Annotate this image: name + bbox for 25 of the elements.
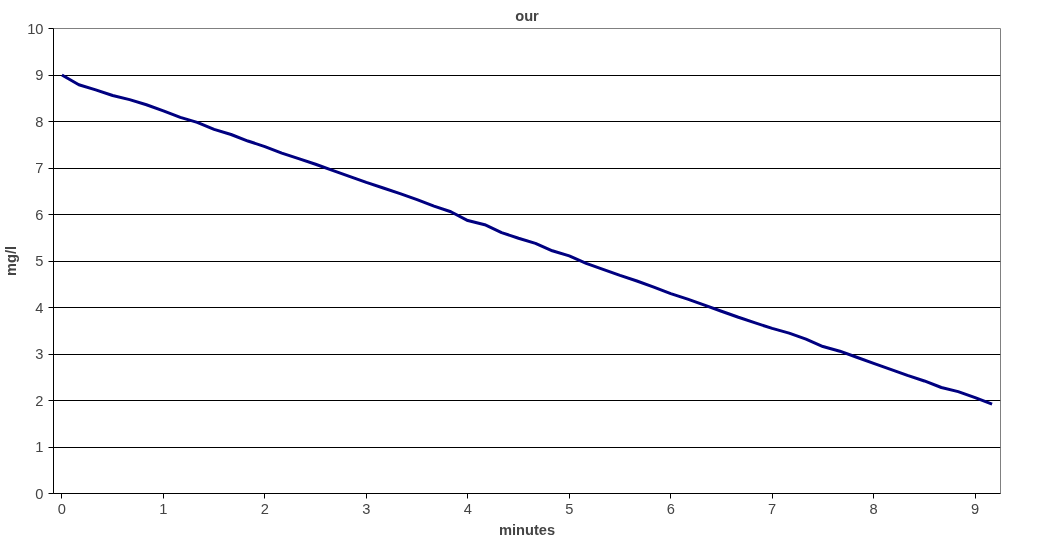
y-tick-label: 0 (35, 485, 44, 502)
chart-title: our (515, 7, 540, 24)
x-tick-label: 7 (768, 500, 777, 517)
y-tick-label: 10 (27, 20, 44, 37)
y-tick-label: 1 (35, 439, 44, 455)
y-tick-label: 2 (35, 392, 44, 409)
x-tick-label: 6 (666, 500, 675, 517)
x-tick-label: 8 (869, 500, 878, 517)
x-tick-label: 3 (362, 500, 371, 517)
x-tick-label: 2 (260, 500, 269, 517)
y-tick-label: 3 (35, 346, 44, 362)
y-tick-label: 7 (35, 160, 44, 176)
x-tick-label: 5 (565, 500, 574, 517)
y-tick-label: 8 (35, 113, 44, 130)
y-tick-label: 9 (35, 67, 44, 83)
y-tick-label: 5 (35, 253, 44, 269)
x-tick-label: 4 (463, 500, 472, 517)
x-axis-title: minutes (498, 521, 556, 538)
line-series (60, 73, 994, 406)
x-tick-label: 9 (971, 500, 980, 517)
y-tick-label: 4 (35, 299, 44, 316)
y-tick-label: 6 (35, 206, 44, 223)
x-tick-label: 0 (57, 500, 66, 517)
x-tick-label: 1 (159, 500, 168, 517)
y-axis-title: mg/l (3, 245, 20, 277)
